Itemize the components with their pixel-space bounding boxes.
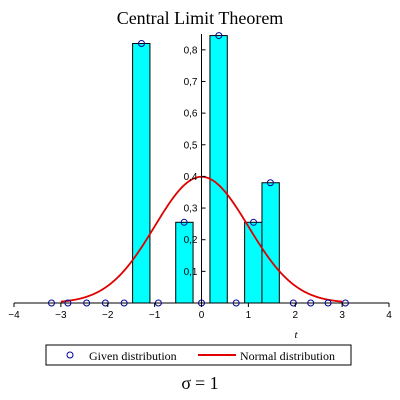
x-tick-label: −4	[8, 310, 20, 321]
y-tick-label: 0,1	[184, 267, 198, 278]
caption-sigma: σ	[181, 373, 191, 393]
given-distribution-point	[289, 299, 297, 307]
x-tick-label: 0	[199, 310, 205, 321]
caption: σ = 1	[181, 373, 218, 393]
given-distribution-point	[266, 179, 274, 187]
given-distribution-point	[215, 32, 223, 40]
given-distribution-point	[232, 299, 240, 307]
x-tick-label: 3	[339, 310, 345, 321]
histogram-bar-3	[209, 35, 228, 304]
histogram-bar-1	[132, 42, 151, 304]
y-tick-label: 0,3	[184, 204, 198, 215]
given-distribution-point	[307, 299, 315, 307]
x-tick-label: 2	[292, 310, 298, 321]
y-tick-label: 0,5	[184, 140, 198, 151]
x-tick-label: 1	[246, 310, 252, 321]
x-tick-label: −2	[102, 310, 114, 321]
given-distribution-point	[180, 218, 188, 226]
x-tick-label: −1	[149, 310, 161, 321]
given-distribution-point	[83, 299, 91, 307]
x-axis-label: t	[294, 329, 298, 341]
y-tick-label: 0,4	[184, 172, 198, 183]
legend-given-marker	[66, 351, 74, 359]
y-tick-label: 0,2	[184, 235, 198, 246]
chart-title: Central Limit Theorem	[117, 8, 284, 28]
given-distribution-point	[101, 299, 109, 307]
legend-given-label: Given distribution	[89, 349, 177, 363]
given-distribution-point	[154, 299, 162, 307]
y-tick-label: 0,8	[184, 45, 198, 56]
bars-layer	[132, 35, 280, 304]
histogram-bar-5	[261, 182, 280, 304]
given-distribution-point	[120, 299, 128, 307]
x-tick-label: −3	[55, 310, 67, 321]
axes-layer	[14, 34, 389, 304]
points-layer	[48, 32, 349, 307]
caption-equals: = 1	[195, 373, 219, 393]
x-tick-label: 4	[386, 310, 392, 321]
given-distribution-point	[48, 299, 55, 307]
y-tick-label: 0,7	[184, 77, 198, 88]
given-distribution-point	[138, 39, 145, 47]
legend: Given distribution Normal distribution	[45, 344, 352, 366]
given-distribution-point	[250, 218, 258, 226]
given-distribution-point	[64, 299, 72, 307]
ticks-layer: −4 −3 −2 −1 0 1 2 3 4 0,1 0,2 0,3 0,4 0,5 0,6 0,7 0,8	[8, 45, 392, 321]
legend-normal-label: Normal distribution	[240, 349, 335, 363]
given-distribution-point	[324, 299, 332, 307]
y-tick-label: 0,6	[184, 109, 198, 120]
